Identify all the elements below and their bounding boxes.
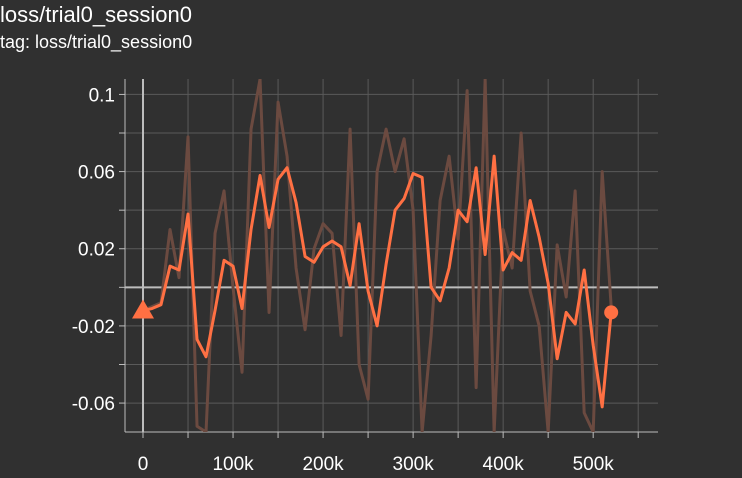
x-tick-label: 500k — [573, 454, 615, 475]
y-tick-label: 0.1 — [89, 85, 115, 106]
series-start-marker — [132, 299, 155, 319]
x-tick-label: 400k — [483, 454, 525, 475]
y-tick-label: -0.02 — [72, 317, 115, 338]
x-tick-label: 100k — [212, 454, 254, 475]
smoothed-series-line — [142, 154, 613, 409]
x-tick-label: 300k — [393, 454, 435, 475]
y-tick-label: 0.02 — [78, 240, 115, 261]
chart-subtitle: tag: loss/trial0_session0 — [0, 32, 193, 52]
y-tick-label: -0.06 — [72, 394, 115, 415]
x-tick-label: 0 — [138, 454, 149, 475]
series-end-marker — [604, 305, 619, 320]
raw-series-line — [142, 79, 613, 432]
chart-title: loss/trial0_session0 — [0, 2, 192, 27]
y-tick-label: 0.06 — [78, 163, 115, 184]
x-tick-label: 200k — [302, 454, 344, 475]
